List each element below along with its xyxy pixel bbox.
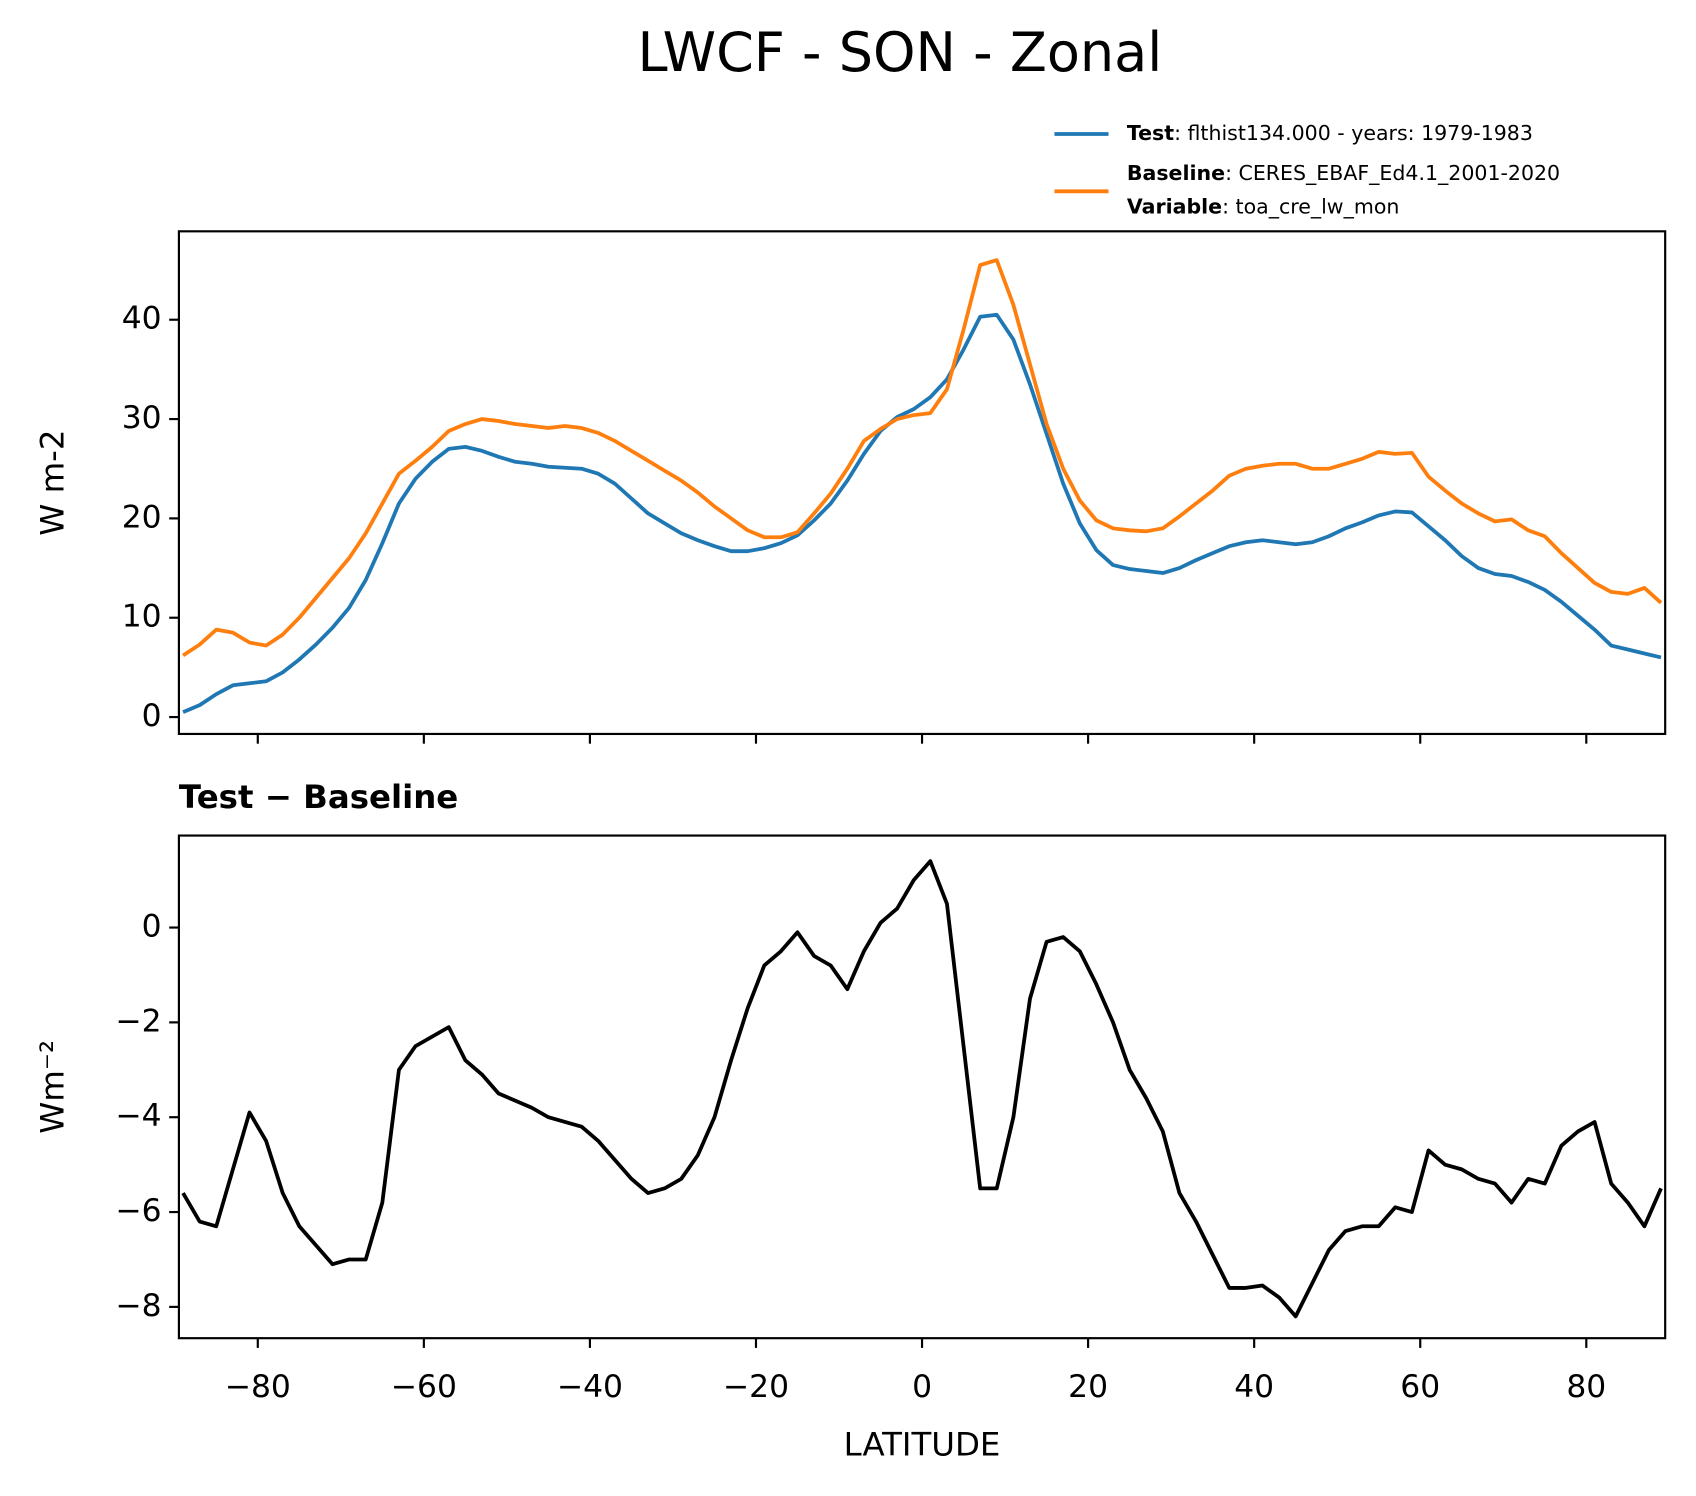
legend-entry: Variable: toa_cre_lw_mon xyxy=(1127,195,1400,219)
data-line xyxy=(181,859,1663,1319)
legend-name: Baseline xyxy=(1127,161,1225,185)
x-tick-label: −20 xyxy=(723,1369,789,1405)
y-tick-label: −4 xyxy=(115,1098,161,1134)
y-tick-label: −8 xyxy=(115,1288,161,1324)
plot-frame xyxy=(177,230,1667,736)
x-axis-label: LATITUDE xyxy=(844,1425,1001,1463)
data-line xyxy=(182,258,1663,658)
figure-title: LWCF - SON - Zonal xyxy=(638,21,1163,84)
y-tick-label: 10 xyxy=(122,599,162,635)
data-line xyxy=(182,312,1662,714)
x-tick-label: 80 xyxy=(1566,1369,1606,1405)
x-tick-label: 20 xyxy=(1068,1369,1108,1405)
x-tick-label: −80 xyxy=(225,1369,291,1405)
legend-name: Test xyxy=(1127,121,1174,145)
y-tick-label: −6 xyxy=(115,1193,161,1229)
subplot-title: Test − Baseline xyxy=(179,778,458,816)
legend-variable-label: Variable xyxy=(1127,195,1222,219)
x-tick-label: −60 xyxy=(391,1369,457,1405)
y-tick-label: 20 xyxy=(122,499,162,535)
plot-area xyxy=(182,258,1663,714)
y-tick-label: −2 xyxy=(115,1003,161,1039)
legend-description: : flthist134.000 - years: 1979-1983 xyxy=(1174,121,1533,145)
x-tick-label: 60 xyxy=(1400,1369,1440,1405)
x-tick-label: 40 xyxy=(1234,1369,1274,1405)
legend-description: : CERES_EBAF_Ed4.1_2001-2020 xyxy=(1225,161,1560,185)
x-tick-label: −40 xyxy=(557,1369,623,1405)
y-tick-label: 40 xyxy=(122,301,162,337)
plot-frame xyxy=(177,834,1667,1340)
legend-variable: : toa_cre_lw_mon xyxy=(1222,195,1399,219)
y-tick-label: 0 xyxy=(142,909,162,945)
y-tick-label: 30 xyxy=(122,400,162,436)
y-axis-label: W m-2 xyxy=(34,430,72,536)
y-tick-label: 0 xyxy=(142,698,162,734)
plot-area xyxy=(181,859,1663,1319)
y-axis-label: Wm⁻² xyxy=(34,1040,72,1134)
x-tick-label: 0 xyxy=(912,1369,932,1405)
legend-entry: Baseline: CERES_EBAF_Ed4.1_2001-2020 xyxy=(1127,161,1560,185)
legend-entry: Test: flthist134.000 - years: 1979-1983 xyxy=(1127,121,1533,145)
